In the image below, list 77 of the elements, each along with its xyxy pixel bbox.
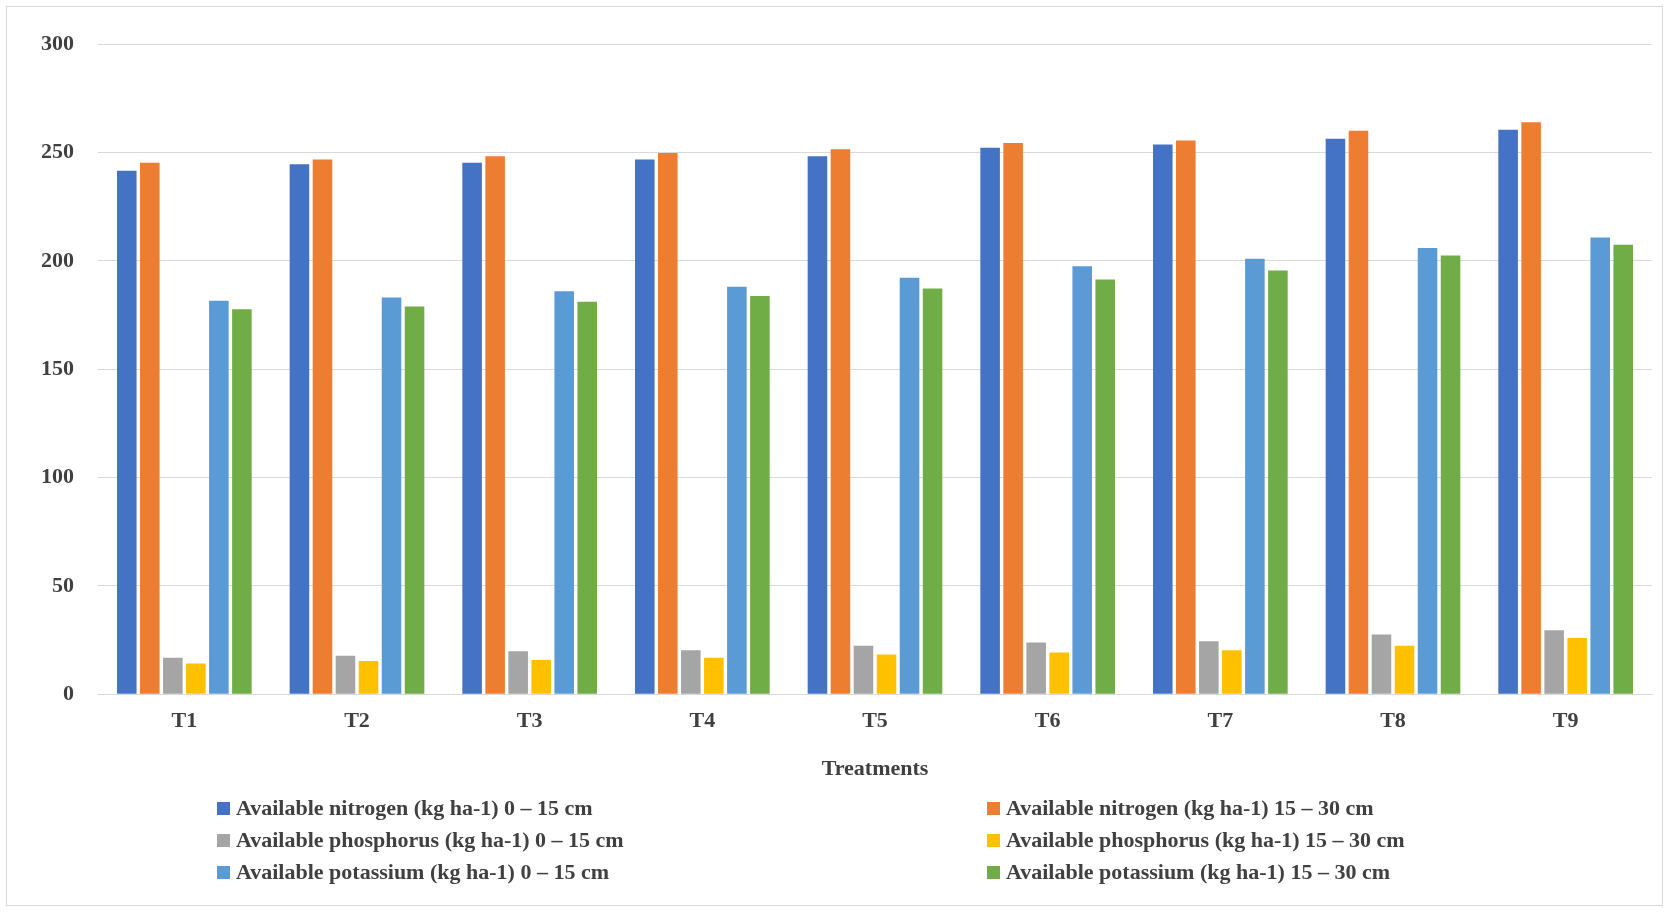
x-tick-label: T1 [171,707,198,733]
bar [358,661,379,694]
legend-label: Available phosphorus (kg ha-1) 15 – 30 cm [1006,827,1405,853]
bar [727,286,747,694]
bar [980,147,1000,694]
y-tick-label: 50 [52,571,74,597]
bar [140,162,160,694]
bar [289,164,310,694]
legend-label: Available nitrogen (kg ha-1) 15 – 30 cm [1006,795,1374,821]
bar [554,291,574,694]
bar [1026,642,1046,694]
bar [186,663,206,694]
bar [1613,244,1634,694]
bar [1003,143,1023,694]
y-tick-label: 100 [41,463,74,489]
bar [1176,140,1196,694]
bar [634,159,655,694]
bar [1199,641,1219,694]
bar [1394,645,1415,694]
bar [1417,248,1438,694]
bar [830,149,851,694]
bar [1498,129,1518,694]
bar [1049,652,1069,694]
bar [1072,266,1092,694]
y-tick-label: 300 [41,29,74,55]
x-tick-label: T5 [862,707,888,733]
bar [312,159,333,694]
bar [1152,144,1173,694]
bar [922,288,943,694]
legend-label: Available nitrogen (kg ha-1) 0 – 15 cm [236,795,593,821]
bar [853,645,874,694]
bar [1567,638,1587,694]
bar [658,152,678,694]
x-axis-title: Treatments [821,755,929,781]
y-tick-label: 0 [63,679,74,705]
bar [1521,122,1541,694]
y-tick-label: 250 [41,138,74,164]
bar [807,156,828,694]
bar [1095,279,1116,694]
bar [163,657,183,694]
bar [1348,130,1369,694]
legend-label: Available potassium (kg ha-1) 0 – 15 cm [236,859,609,885]
y-tick-label: 150 [41,354,74,380]
bar [485,156,505,694]
bar [876,654,897,694]
x-tick-label: T6 [1034,707,1061,733]
x-tick-label: T7 [1207,707,1234,733]
bar [681,650,701,694]
bar [508,651,528,694]
x-tick-label: T8 [1380,707,1406,733]
bar [1371,634,1392,694]
x-tick-label: T4 [689,707,716,733]
bar [1325,138,1346,694]
bar [577,301,598,694]
bar [116,170,137,694]
bar [381,297,402,694]
bar [1268,270,1288,694]
bar [1245,258,1265,694]
bar [404,306,425,694]
bar [704,657,724,694]
x-tick-label: T9 [1552,707,1579,733]
y-tick-label: 200 [41,246,74,272]
bar [1440,255,1461,694]
bar [335,655,356,694]
bar [1544,630,1564,694]
legend-label: Available potassium (kg ha-1) 15 – 30 cm [1006,859,1390,885]
bar [209,300,229,694]
bar [1590,237,1610,694]
bar [750,295,770,694]
bar [232,309,252,694]
x-tick-label: T3 [516,707,543,733]
bar [899,277,920,694]
bar [531,659,551,694]
bar [1222,650,1242,694]
legend-label: Available phosphorus (kg ha-1) 0 – 15 cm [236,827,624,853]
bar [462,162,482,694]
x-tick-label: T2 [344,707,370,733]
